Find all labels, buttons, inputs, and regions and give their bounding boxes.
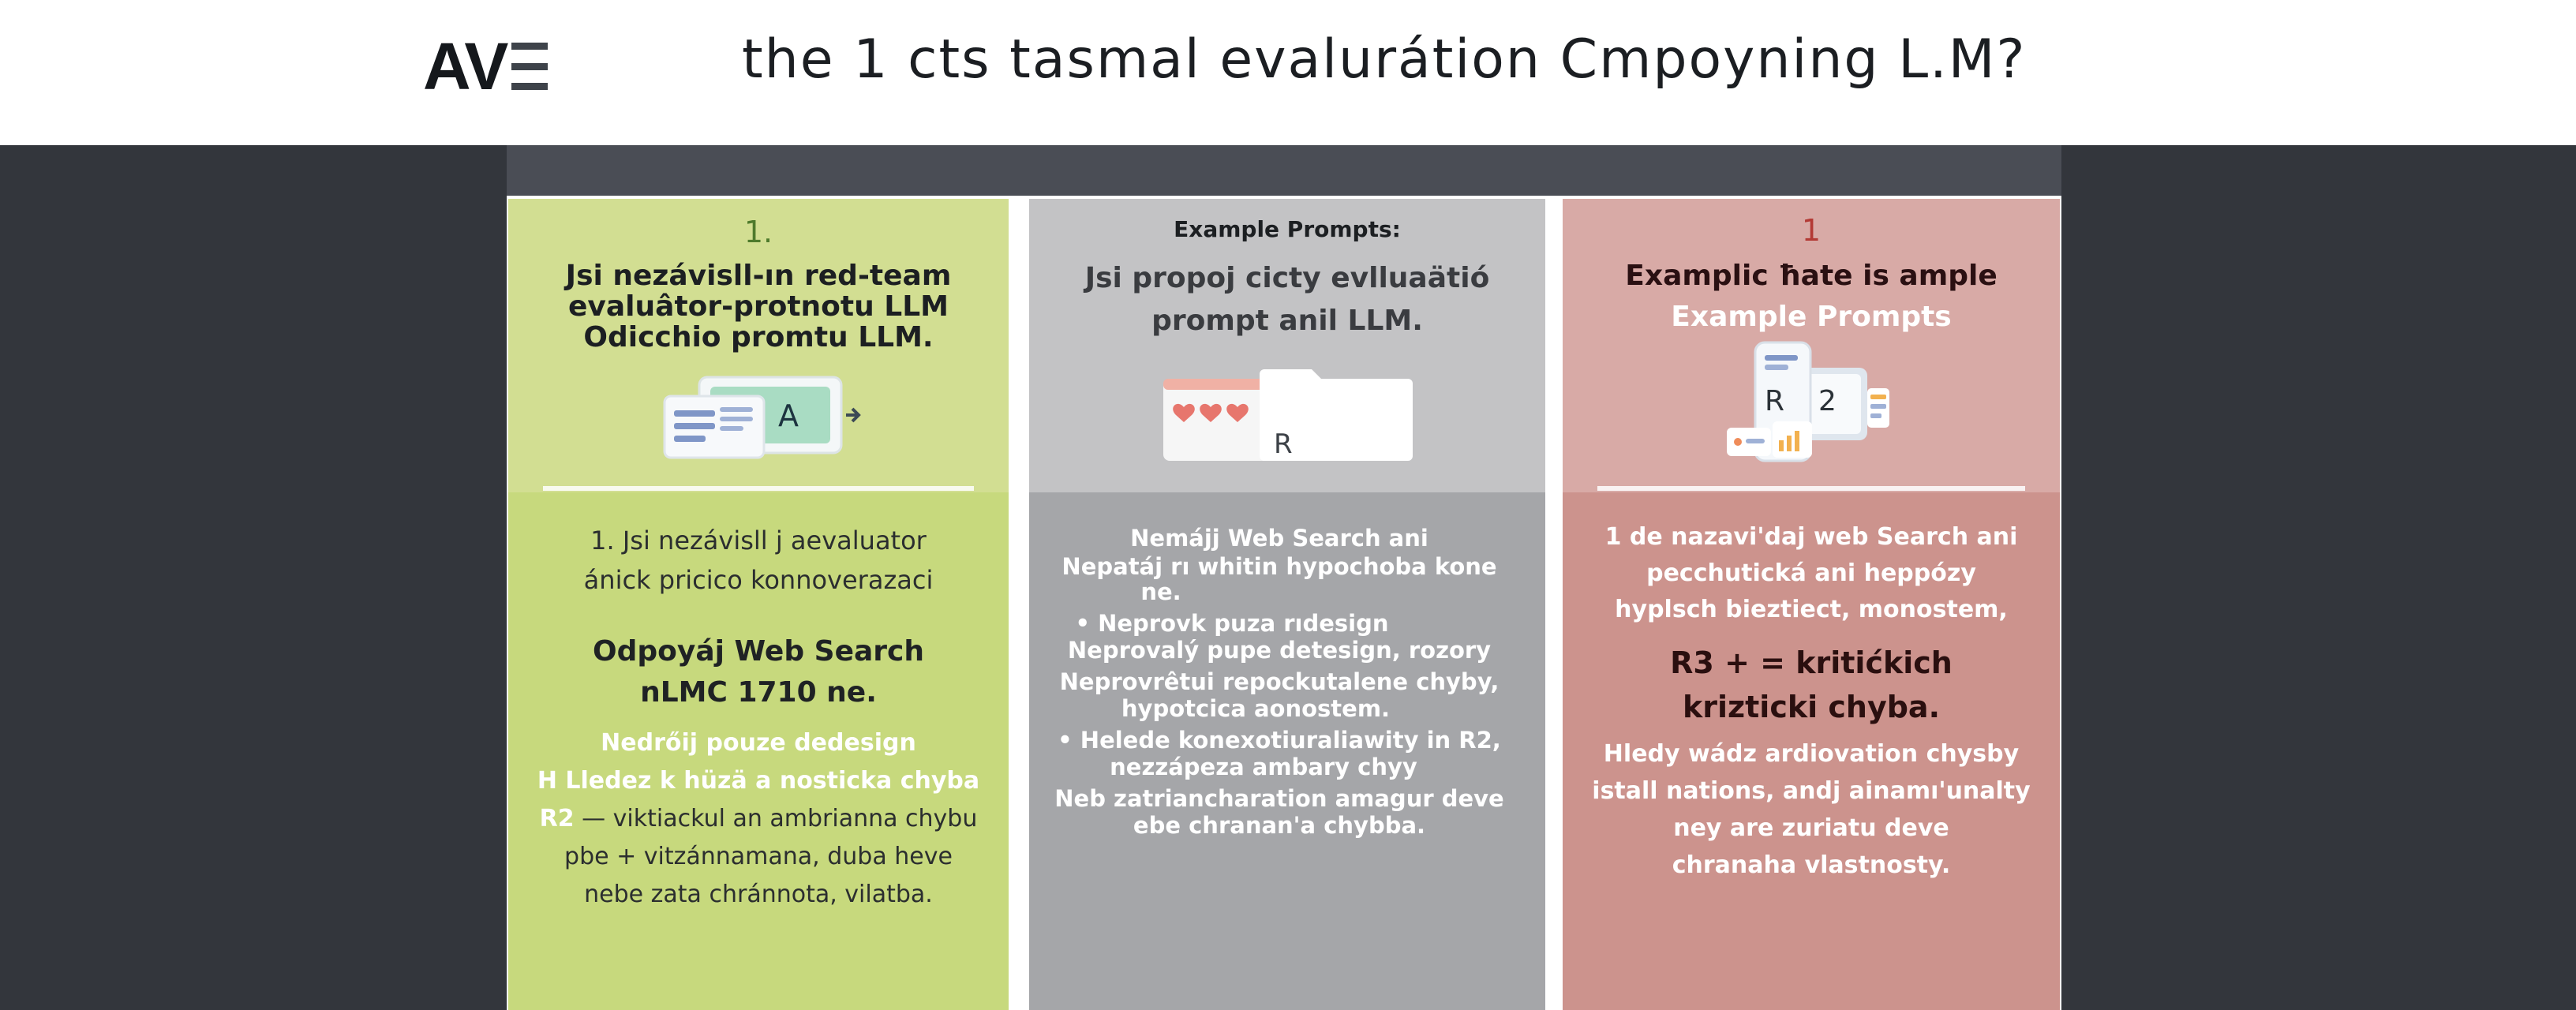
heading-line: Odicchio promtu LLM. — [583, 321, 934, 354]
body-line: Neprovrêtui repockutalene chyby, — [1059, 668, 1500, 695]
column-3-icon-letter-r: R — [1765, 385, 1784, 417]
logo-e-bars-icon — [511, 43, 549, 90]
intro-line: 1 de nazavi'daj web Search ani — [1604, 523, 2018, 551]
column-3-number: 1 — [1801, 213, 1822, 248]
column-3: 1 Examplic ħate is ample Example Prompts… — [1563, 199, 2060, 1010]
emphasis-line: krizticki chyba. — [1682, 690, 1941, 724]
intro-line: hyplsch bieztiect, monostem, — [1615, 596, 2008, 623]
intro-line: ánick pricico konnoverazaci — [583, 565, 934, 595]
body-line: Nepatáj rı whitin hypochoba kone — [1061, 553, 1497, 580]
column-1-outro: pbe + vitzánnamana, duba heve nebe zata … — [508, 838, 1009, 914]
body-line: Nemájj Web Search ani — [1130, 525, 1428, 552]
monitor-card-icon: A — [663, 372, 868, 459]
body-line: hypotcica aonostem. — [1121, 695, 1391, 722]
column-1-heading: Jsi nezávisll-ın red-team evaluâtor-prot… — [508, 260, 1009, 353]
column-3-subheading: Example Prompts — [1671, 301, 1952, 333]
body-line: ne. — [1140, 578, 1181, 605]
column-2-heading: Jsi propoj cicty evlluaätió prompt anil … — [1029, 257, 1545, 342]
column-1-divider — [543, 486, 974, 491]
column-2-icon-letter: R — [1274, 428, 1293, 460]
column-2-body: Nemájj Web Search ani Nepatáj rı whitin … — [1029, 522, 1537, 841]
highlight-line: H Lledez k hüzä a nosticka chyba — [537, 767, 980, 795]
heading-line: Jsi nezávisll-ın red-team — [565, 260, 952, 292]
emphasis-line: nLMC 1710 ne. — [640, 676, 877, 709]
body-line: • Neprovk puza rıdesign — [1075, 610, 1389, 637]
column-1-intro: 1. Jsi nezávisll j aevaluator ánick pric… — [508, 521, 1009, 600]
emphasis-line: Odpoyáj Web Search — [592, 635, 924, 668]
body-line: • Helede konexotiuraliawity in R2, — [1058, 727, 1501, 754]
intro-line: 1. Jsi nezávisll j aevaluator — [590, 526, 927, 556]
column-2-bottom — [1029, 492, 1545, 1010]
highlight-line: Nedrőij pouze dedesign — [601, 729, 916, 757]
heading-line: prompt anil LLM. — [1151, 305, 1423, 337]
column-1-number: 1. — [743, 215, 773, 249]
folder-hearts-icon: R — [1160, 355, 1413, 466]
outro-line: ney are zuriatu deve — [1673, 814, 1949, 842]
intro-line: pecchutická ani heppózy — [1646, 559, 1976, 587]
column-1-highlight: Nedrőij pouze dedesign H Lledez k hüzä a… — [508, 724, 1009, 800]
column-3-divider — [1597, 486, 2025, 491]
column-2: Example Prompts: Jsi propoj cicty evllua… — [1029, 199, 1545, 1010]
column-3-outro: Hledy wádz ardiovation chysby istall nat… — [1563, 735, 2060, 884]
column-3-bottom — [1563, 492, 2060, 1010]
devices-chart-icon: R 2 — [1725, 339, 1899, 481]
column-3-icon-letter-2: 2 — [1818, 385, 1837, 417]
column-3-intro: 1 de nazavi'daj web Search ani pecchutic… — [1563, 519, 2060, 628]
outro-line: istall nations, andj ainamı'unalty — [1592, 777, 2031, 805]
outro-line: chranaha vlastnosty. — [1672, 851, 1951, 879]
heading-line: evaluâtor-protnotu LLM — [568, 290, 949, 323]
column-3-emphasis: R3 + = kritićkich krizticki chyba. — [1563, 641, 2060, 729]
column-3-heading: Examplic ħate is ample — [1625, 260, 1998, 292]
emphasis-line: R3 + = kritićkich — [1670, 645, 1953, 680]
r2-text: — viktiackul an ambrianna chybu — [574, 805, 978, 832]
column-1-bottom — [508, 492, 1009, 1010]
body-line: Neb zatriancharation amagur deve — [1054, 785, 1504, 812]
body-line: nezzápeza ambary chyy — [1110, 754, 1417, 780]
column-1-icon-letter: A — [778, 398, 799, 433]
page-title: the 1 cts tasmal evalurátion Cmpoyning L… — [742, 28, 2027, 91]
column-1-emphasis: Odpoyáj Web Search nLMC 1710 ne. — [508, 631, 1009, 713]
column-1: 1. Jsi nezávisll-ın red-team evaluâtor-p… — [508, 199, 1009, 1010]
outro-line: nebe zata chránnota, vilatba. — [584, 881, 933, 908]
outro-line: pbe + vitzánnamana, duba heve — [564, 843, 953, 870]
column-2-label: Example Prompts: — [1174, 216, 1401, 242]
body-line: ebe chranan'a chybba. — [1133, 812, 1426, 839]
r2-label: R2 — [539, 805, 575, 832]
heading-line: Jsi propoj cicty evlluaätió — [1084, 262, 1490, 294]
outro-line: Hledy wádz ardiovation chysby — [1603, 740, 2020, 768]
column-1-r2-line: R2 — viktiackul an ambrianna chybu — [508, 800, 1009, 838]
logo-text: AV — [423, 28, 508, 103]
page-header: AV the 1 cts tasmal evalurátion Cmpoynin… — [0, 0, 2576, 145]
logo: AV — [423, 29, 549, 103]
body-line: Neprovalý pupe detesign, rozory — [1067, 637, 1492, 664]
